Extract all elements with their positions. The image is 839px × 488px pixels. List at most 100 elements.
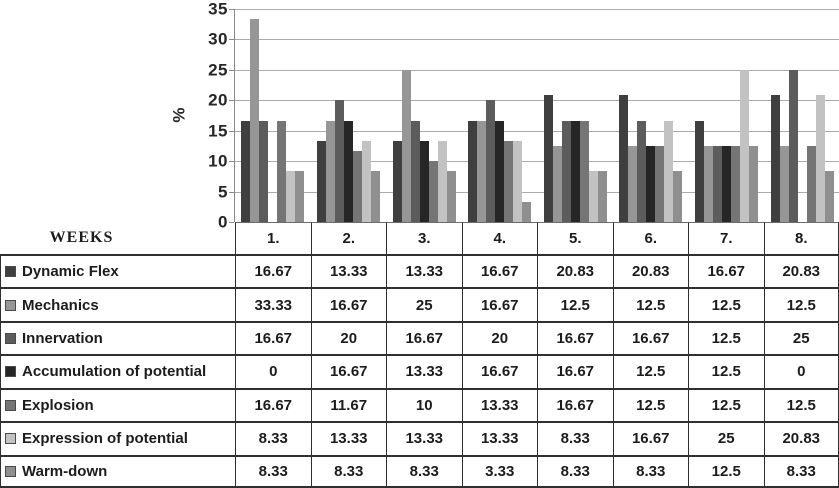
bar-explosion: [579, 120, 589, 222]
bar-cluster-week-4: [462, 9, 538, 222]
y-tick-label: 5: [218, 182, 228, 202]
y-tick-label: 0: [218, 212, 228, 232]
y-tick-label: 35: [208, 0, 228, 19]
value-cell: 3.33: [461, 454, 537, 488]
bar-expression-of-potential: [815, 95, 825, 222]
bar-innervation: [334, 100, 344, 222]
bar-accumulation-of-potential: [722, 145, 732, 222]
value-cell: 20.83: [763, 421, 839, 455]
bar-explosion: [504, 140, 514, 222]
value-cell: 8.33: [537, 421, 613, 455]
value-cell: 16.67: [235, 387, 311, 422]
bar-cluster-week-8: [764, 9, 839, 222]
value-cell: 16.67: [537, 354, 613, 388]
value-cell: 8.33: [612, 454, 688, 488]
value-cell: 16.67: [235, 254, 311, 288]
bar-expression-of-potential: [361, 140, 371, 222]
value-cell: 10: [386, 387, 462, 422]
week-header: 4.: [461, 222, 537, 254]
bar-expression-of-potential: [664, 120, 674, 222]
bar-cluster-week-5: [538, 9, 614, 222]
bar-explosion: [806, 145, 816, 222]
value-cell: 33.33: [235, 287, 311, 321]
value-cell: 13.33: [310, 254, 386, 288]
y-axis-tick: [229, 161, 234, 163]
value-cell: 16.67: [310, 287, 386, 321]
bar-mechanics: [401, 69, 411, 222]
legend-swatch-warm-down: [5, 465, 16, 477]
bar-dynamic-flex: [241, 120, 251, 222]
value-cell: 13.33: [461, 421, 537, 455]
bar-cluster-week-7: [689, 9, 765, 222]
bar-mechanics: [477, 120, 487, 222]
bar-cluster-week-3: [386, 9, 462, 222]
y-tick-label: 10: [208, 151, 228, 171]
bar-innervation: [486, 100, 496, 222]
bar-warm-down: [597, 171, 607, 222]
bar-innervation: [410, 120, 420, 222]
bar-innervation: [713, 145, 723, 222]
bar-warm-down: [295, 171, 305, 222]
value-cell: 20.83: [612, 254, 688, 288]
legend-swatch-explosion: [5, 399, 16, 411]
weeks-header-cell: WEEKS: [49, 229, 114, 246]
series-label-cell: Accumulation of potential: [0, 354, 235, 388]
bar-explosion: [352, 150, 362, 222]
week-header: 3.: [386, 222, 462, 254]
week-header: 8.: [763, 222, 839, 254]
y-tick-label: 15: [208, 121, 228, 141]
series-label-cell: Dynamic Flex: [0, 254, 235, 288]
value-cell: 13.33: [386, 354, 462, 388]
value-cell: 0: [235, 354, 311, 388]
value-cell: 16.67: [310, 354, 386, 388]
series-label-cell: Innervation: [0, 320, 235, 355]
value-cell: 12.5: [612, 354, 688, 388]
value-cell: 16.67: [537, 320, 613, 355]
week-header: 2.: [310, 222, 386, 254]
y-axis-tick: [229, 9, 234, 10]
series-label: Mechanics: [22, 296, 99, 314]
y-axis-tick: [229, 39, 234, 41]
y-tick-label: 20: [208, 90, 228, 110]
bar-mechanics: [779, 145, 789, 222]
value-cell: 12.5: [612, 287, 688, 321]
series-label: Warm-down: [22, 462, 108, 480]
bar-warm-down: [370, 171, 380, 222]
bar-expression-of-potential: [286, 171, 296, 222]
bar-explosion: [428, 161, 438, 222]
bar-cluster-week-6: [613, 9, 689, 222]
y-axis-tick: [229, 222, 234, 223]
gridline: [235, 191, 839, 193]
series-label: Innervation: [22, 330, 103, 348]
value-cell: 16.67: [612, 421, 688, 455]
value-cell: 16.67: [461, 254, 537, 288]
bar-warm-down: [522, 201, 532, 222]
bar-warm-down: [446, 171, 456, 222]
value-cell: 12.5: [763, 287, 839, 321]
value-cell: 16.67: [537, 387, 613, 422]
bar-innervation: [637, 120, 647, 222]
legend-swatch-accumulation-of-potential: [5, 366, 16, 378]
series-label-cell: Explosion: [0, 387, 235, 422]
value-cell: 16.67: [461, 354, 537, 388]
bar-explosion: [731, 145, 741, 222]
series-label: Dynamic Flex: [22, 263, 119, 281]
gridline: [235, 9, 839, 10]
data-table: WEEKS 1. 2. 3. 4. 5. 6. 7. 8. Dynamic Flex 16.67 13…: [0, 222, 839, 488]
bar-expression-of-potential: [513, 140, 523, 222]
value-cell: 12.5: [688, 287, 764, 321]
bar-explosion: [277, 120, 287, 222]
value-cell: 8.33: [537, 454, 613, 488]
y-axis-tick: [229, 100, 234, 102]
value-cell: 12.5: [612, 387, 688, 422]
value-cell: 12.5: [688, 454, 764, 488]
bar-dynamic-flex: [770, 95, 780, 222]
value-cell: 12.5: [688, 320, 764, 355]
bar-dynamic-flex: [316, 140, 326, 222]
bar-cluster-week-2: [311, 9, 387, 222]
legend-swatch-dynamic-flex: [5, 266, 16, 278]
value-cell: 8.33: [386, 454, 462, 488]
gridline: [235, 39, 839, 41]
plot-area: [234, 9, 839, 222]
value-cell: 8.33: [235, 454, 311, 488]
